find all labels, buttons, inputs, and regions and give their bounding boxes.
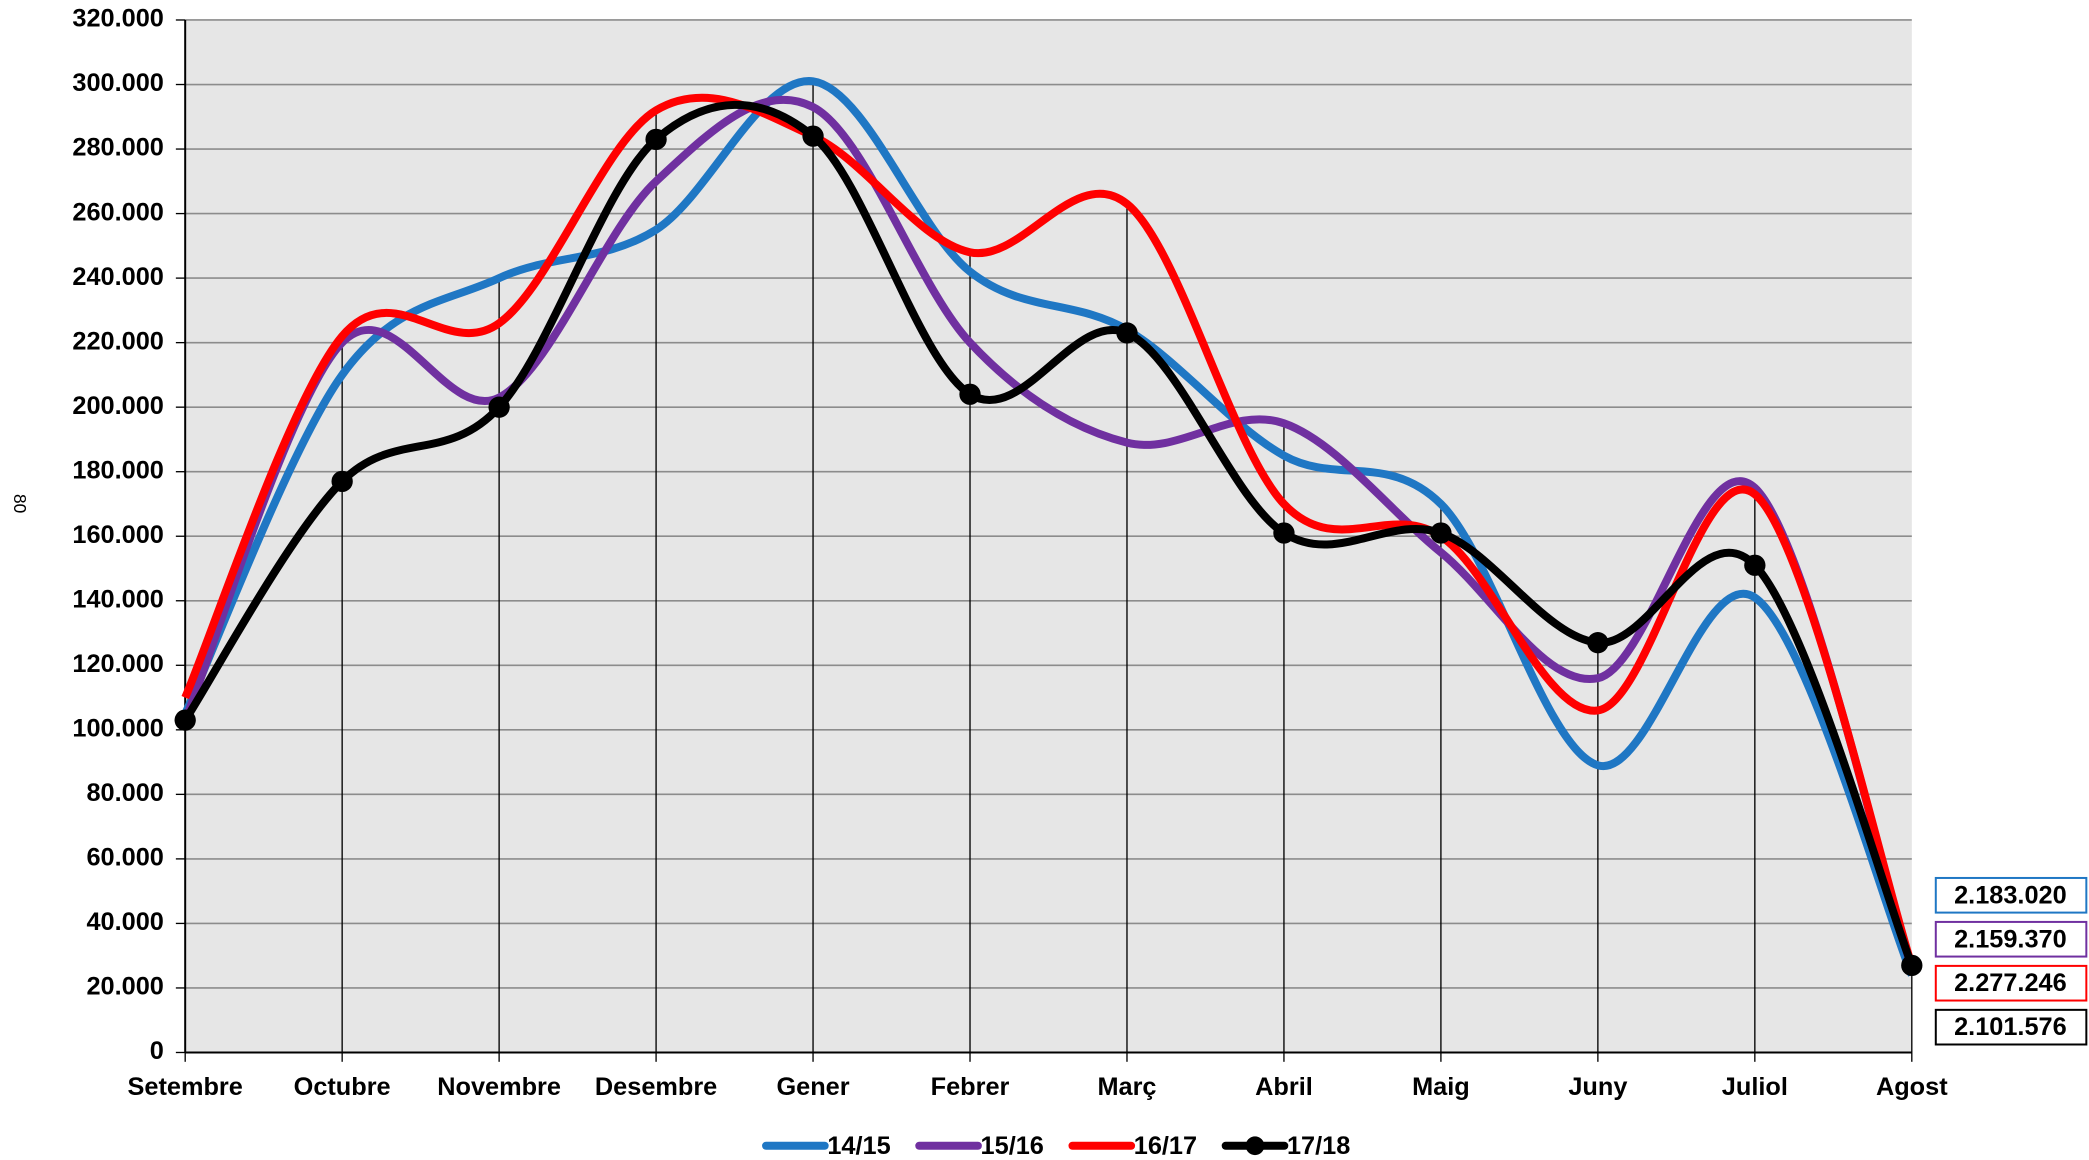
x-tick-label: Gener [776, 1073, 849, 1101]
x-tick-label: Agost [1876, 1073, 1948, 1101]
y-tick-label: 140.000 [72, 585, 163, 613]
x-tick-label: Desembre [595, 1073, 717, 1101]
total-label: 2.277.246 [1954, 969, 2067, 997]
series-line [181, 100, 1916, 967]
x-tick-label: Octubre [294, 1073, 391, 1101]
y-tick-label: 120.000 [72, 650, 163, 678]
y-tick-label: 40.000 [86, 908, 163, 936]
point-marker [174, 709, 196, 731]
point-marker [1587, 632, 1609, 654]
point-marker [1430, 522, 1452, 544]
total-box [1934, 1008, 2088, 1046]
point-marker [488, 396, 510, 418]
side-text: 80 [10, 494, 30, 513]
y-tick-label: 160.000 [72, 521, 163, 549]
total-box [1934, 964, 2088, 1002]
y-tick-label: 240.000 [72, 263, 163, 291]
x-tick-label: Abril [1255, 1073, 1313, 1101]
y-tick-label: 220.000 [72, 327, 163, 355]
y-tick-label: 180.000 [72, 456, 163, 484]
x-tick-label: Maig [1412, 1073, 1470, 1101]
total-label: 2.101.576 [1954, 1013, 2067, 1041]
point-marker [802, 125, 824, 147]
y-tick-label: 200.000 [72, 392, 163, 420]
total-label: 2.159.370 [1954, 925, 2067, 953]
y-tick-label: 280.000 [72, 134, 163, 162]
x-tick-label: Juny [1568, 1073, 1627, 1101]
x-tick-label: Febrer [931, 1073, 1010, 1101]
legend-marker [1245, 1136, 1265, 1156]
y-tick-label: 20.000 [86, 973, 163, 1001]
y-tick-label: 260.000 [72, 198, 163, 226]
point-marker [331, 470, 353, 493]
y-tick-label: 0 [150, 1037, 164, 1065]
y-tick-label: 100.000 [72, 715, 163, 743]
y-tick-label: 320.000 [72, 5, 163, 33]
series-line [181, 95, 1916, 970]
legend-label: 14/15 [827, 1132, 890, 1160]
x-tick-label: Març [1097, 1073, 1156, 1101]
point-marker [1744, 554, 1766, 576]
point-marker [645, 128, 667, 151]
total-label: 2.183.020 [1954, 881, 2067, 909]
legend-label: 15/16 [981, 1132, 1044, 1160]
series-line [181, 77, 1916, 977]
y-tick-label: 300.000 [72, 69, 163, 97]
y-tick-label: 80.000 [86, 779, 163, 807]
y-tick-label: 60.000 [86, 844, 163, 872]
total-box [1934, 920, 2088, 958]
point-marker [1116, 322, 1138, 344]
point-marker [1273, 522, 1295, 544]
legend-label: 16/17 [1134, 1132, 1197, 1160]
x-tick-label: Setembre [128, 1073, 243, 1101]
x-tick-label: Juliol [1722, 1073, 1788, 1101]
point-marker [1901, 954, 1923, 977]
legend-label: 17/18 [1287, 1132, 1350, 1160]
total-box [1934, 876, 2088, 914]
x-tick-label: Novembre [437, 1073, 561, 1101]
point-marker [959, 383, 981, 405]
